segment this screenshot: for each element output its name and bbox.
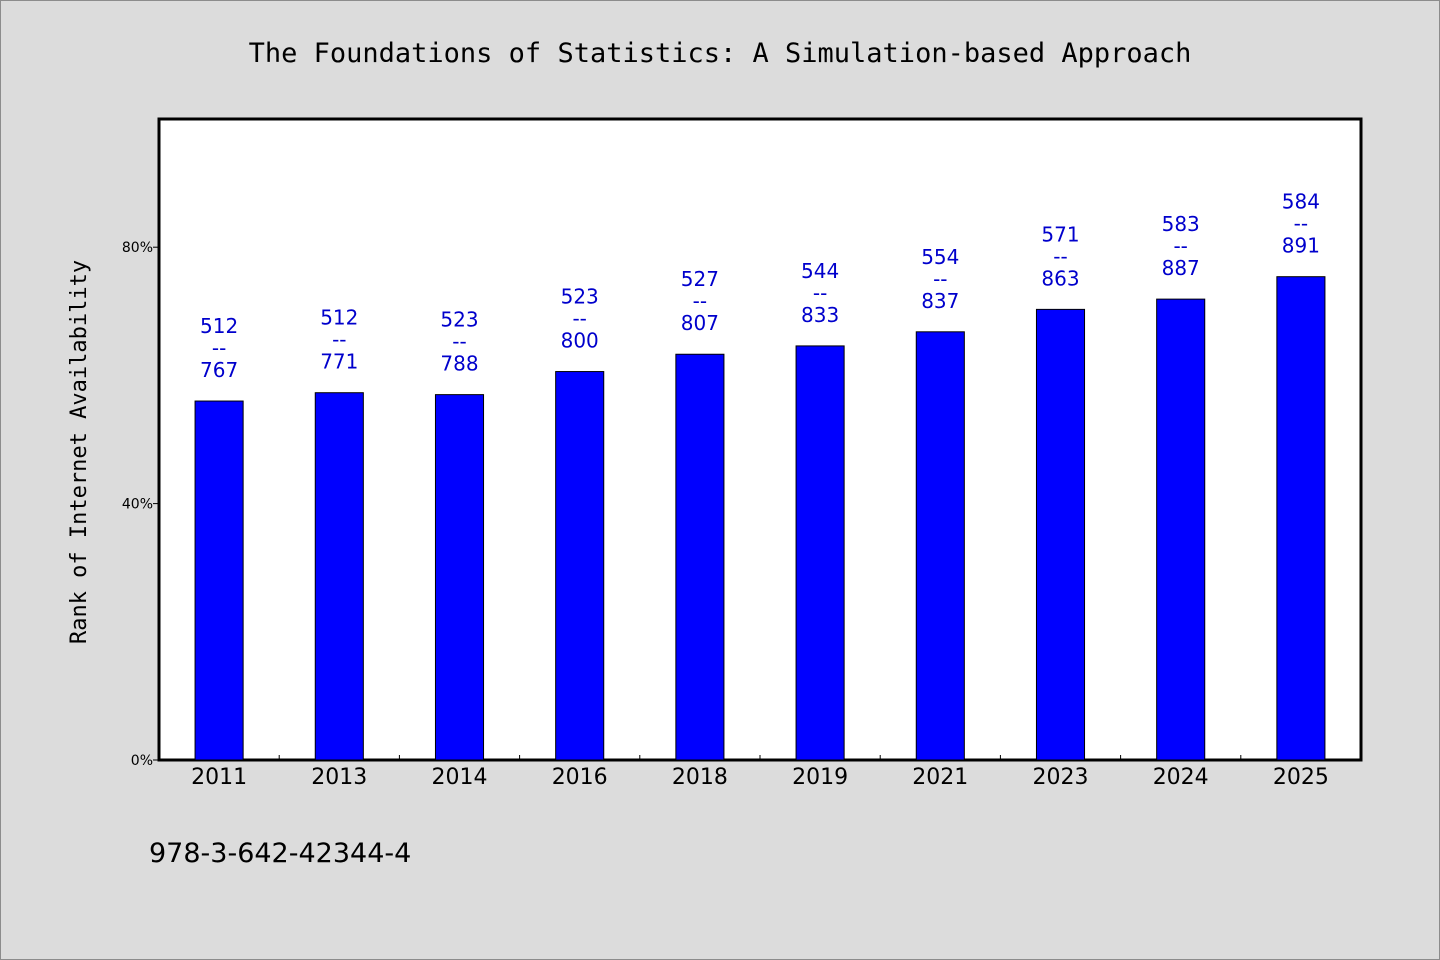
bar-2019 <box>795 345 845 761</box>
x-tick-label: 2025 <box>1273 765 1329 790</box>
y-tick-label: 40% <box>122 497 153 513</box>
x-tick-label: 2014 <box>432 765 488 790</box>
y-tick-label: 0% <box>131 753 153 769</box>
x-tick-label: 2016 <box>552 765 608 790</box>
bar-label-separator: -- <box>452 330 466 354</box>
bar-2013 <box>314 392 364 761</box>
bar-2016 <box>555 371 605 761</box>
y-axis-label: Rank of Internet Availability <box>67 260 92 644</box>
bar-label-denominator: 800 <box>561 329 599 353</box>
bar-label-denominator: 891 <box>1282 234 1320 258</box>
bar-label-numerator: 523 <box>561 285 599 309</box>
x-tick-label: 2019 <box>792 765 848 790</box>
bar-label-denominator: 771 <box>320 350 358 374</box>
bar-label-denominator: 833 <box>801 303 839 327</box>
bar-label-numerator: 527 <box>681 267 719 291</box>
bar-2014 <box>434 394 485 761</box>
bar-label-separator: -- <box>1053 244 1067 268</box>
bar-label-denominator: 767 <box>200 358 238 382</box>
x-axis-ticks: 2011 2013 2014 2016 2018 2019 2021 2023 2024 2025 <box>191 755 1329 790</box>
x-tick-label: 2023 <box>1033 765 1089 790</box>
bar-data-labels: 512--767512--771523--788523--800527--807… <box>200 190 1320 382</box>
chart-title: The Foundations of Statistics: A Simulat… <box>249 38 1192 69</box>
bar-label-separator: -- <box>572 307 586 331</box>
bar-2018 <box>675 353 725 761</box>
bar-label-numerator: 512 <box>200 314 238 338</box>
bar-label-denominator: 887 <box>1162 256 1200 280</box>
bar-label-denominator: 863 <box>1041 266 1079 290</box>
bar-label-separator: -- <box>212 336 226 360</box>
y-tick-label: 80% <box>122 240 153 256</box>
bar-label-denominator: 788 <box>440 352 478 376</box>
x-tick-label: 2024 <box>1153 765 1209 790</box>
bar-label-numerator: 571 <box>1041 222 1079 246</box>
bar-label-numerator: 554 <box>921 245 959 269</box>
bars <box>194 276 1326 761</box>
bar-2021 <box>915 331 965 761</box>
x-tick-label: 2013 <box>311 765 367 790</box>
isbn-footnote: 978-3-642-42344-4 <box>149 838 411 869</box>
bar-label-numerator: 523 <box>440 308 478 332</box>
bar-label-numerator: 583 <box>1162 212 1200 236</box>
bar-label-numerator: 544 <box>801 259 839 283</box>
bar-label-separator: -- <box>933 267 947 291</box>
bar-label-numerator: 584 <box>1282 190 1320 214</box>
bar-label-separator: -- <box>1173 234 1187 258</box>
bar-label-separator: -- <box>1294 212 1308 236</box>
bar-2023 <box>1035 308 1086 761</box>
bar-2024 <box>1156 298 1206 761</box>
bar-label-separator: -- <box>813 281 827 305</box>
x-tick-label: 2018 <box>672 765 728 790</box>
y-axis-ticks: 0% 40% 80% <box>122 240 159 769</box>
bar-label-numerator: 512 <box>320 306 358 330</box>
bar-label-denominator: 807 <box>681 311 719 335</box>
x-tick-label: 2011 <box>191 765 247 790</box>
bar-2025 <box>1276 276 1326 761</box>
bar-label-separator: -- <box>693 289 707 313</box>
bar-2011 <box>194 400 244 761</box>
bar-label-denominator: 837 <box>921 289 959 313</box>
bar-label-separator: -- <box>332 328 346 352</box>
x-tick-label: 2021 <box>912 765 968 790</box>
